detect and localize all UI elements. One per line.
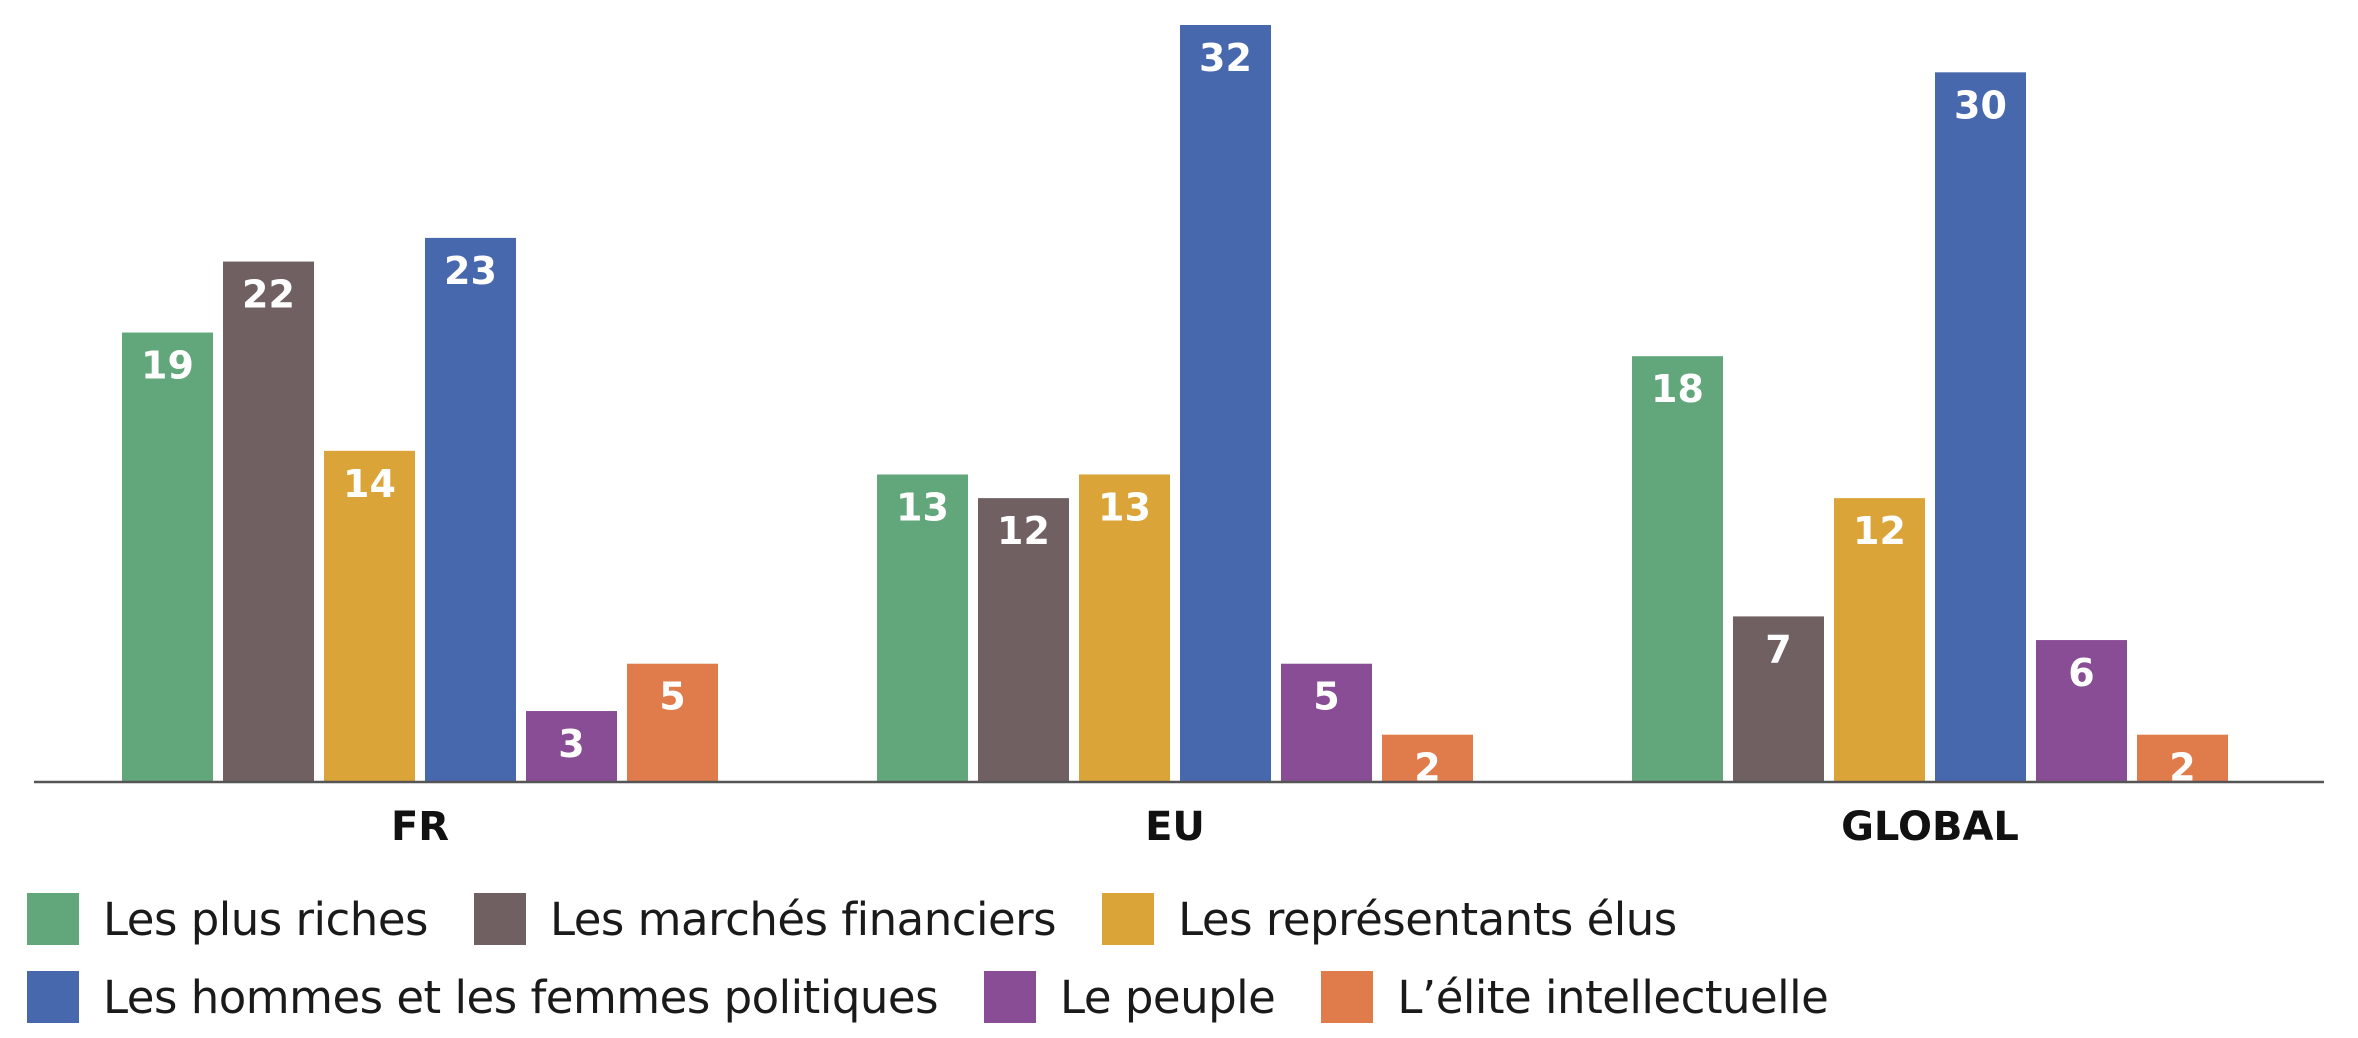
bar: [1834, 498, 1925, 782]
bar: [1935, 72, 2026, 782]
x-axis-tick-label: FR: [391, 804, 449, 850]
bar-value-label: 6: [2068, 651, 2094, 695]
legend-swatch: [1321, 971, 1374, 1023]
bar: [122, 332, 213, 782]
legend-swatch: [27, 971, 79, 1023]
bar-value-label: 13: [896, 485, 949, 529]
bar: [324, 450, 415, 782]
bar-value-label: 12: [1853, 509, 1906, 553]
bar: [877, 474, 968, 782]
bar: [2036, 640, 2127, 782]
bar-value-label: 5: [659, 675, 685, 719]
bars-group: [122, 25, 2228, 782]
legend-item-les-marches-financiers: Les marchés financiers: [473, 892, 1057, 946]
bar-value-label: 7: [1765, 627, 1791, 671]
bar: [1180, 25, 1271, 782]
bar: [1382, 734, 1473, 782]
bar: [223, 261, 314, 782]
legend-row-2: Les hommes et les femmes politiques Le p…: [27, 958, 2327, 1036]
bar-value-label: 18: [1651, 367, 1704, 411]
bar-value-label: 23: [444, 249, 497, 293]
bar: [978, 498, 1069, 782]
bar: [627, 663, 718, 782]
legend-item-les-representants-elus: Les représentants élus: [1102, 893, 1677, 946]
legend-item-hommes-femmes-politiques: Les hommes et les femmes politiques: [27, 970, 939, 1024]
bar-value-label: 32: [1199, 36, 1252, 80]
legend-label: Les hommes et les femmes politiques: [103, 970, 939, 1024]
legend: Les plus riches Les marchés financiers L…: [27, 880, 2327, 1036]
bar-value-label: 30: [1954, 83, 2007, 127]
bar-value-label: 19: [141, 344, 194, 388]
legend-label: Les représentants élus: [1178, 892, 1677, 946]
bar: [425, 237, 516, 782]
legend-swatch: [984, 971, 1037, 1023]
x-axis-tick-label: GLOBAL: [1841, 804, 2019, 850]
legend-item-les-plus-riches: Les plus riches: [27, 893, 428, 946]
bar-value-label: 3: [558, 722, 584, 766]
bar-value-label: 12: [997, 509, 1050, 553]
legend-swatch: [27, 893, 79, 945]
legend-label: Les plus riches: [103, 892, 428, 946]
legend-row-1: Les plus riches Les marchés financiers L…: [27, 880, 2327, 958]
bar: [1632, 356, 1723, 782]
bar-value-label: 22: [242, 273, 295, 317]
bar-value-label: 14: [343, 462, 396, 506]
bar: [526, 711, 617, 782]
x-axis-tick-labels: FR EU GLOBAL: [391, 804, 2019, 850]
legend-item-elite-intellectuelle: L’élite intellectuelle: [1321, 970, 1829, 1024]
legend-swatch: [473, 893, 526, 945]
bar-value-label: 5: [1313, 675, 1339, 719]
legend-label: Le peuple: [1060, 970, 1276, 1024]
bar: [1079, 474, 1170, 782]
bar: [1733, 616, 1824, 782]
legend-label: Les marchés financiers: [549, 892, 1057, 946]
legend-swatch: [1102, 893, 1155, 945]
bar: [1281, 663, 1372, 782]
x-axis-tick-label: EU: [1145, 804, 1205, 850]
legend-label: L’élite intellectuelle: [1397, 970, 1829, 1024]
legend-item-le-peuple: Le peuple: [984, 970, 1276, 1024]
bar-value-label: 13: [1098, 485, 1151, 529]
bar: [2137, 734, 2228, 782]
